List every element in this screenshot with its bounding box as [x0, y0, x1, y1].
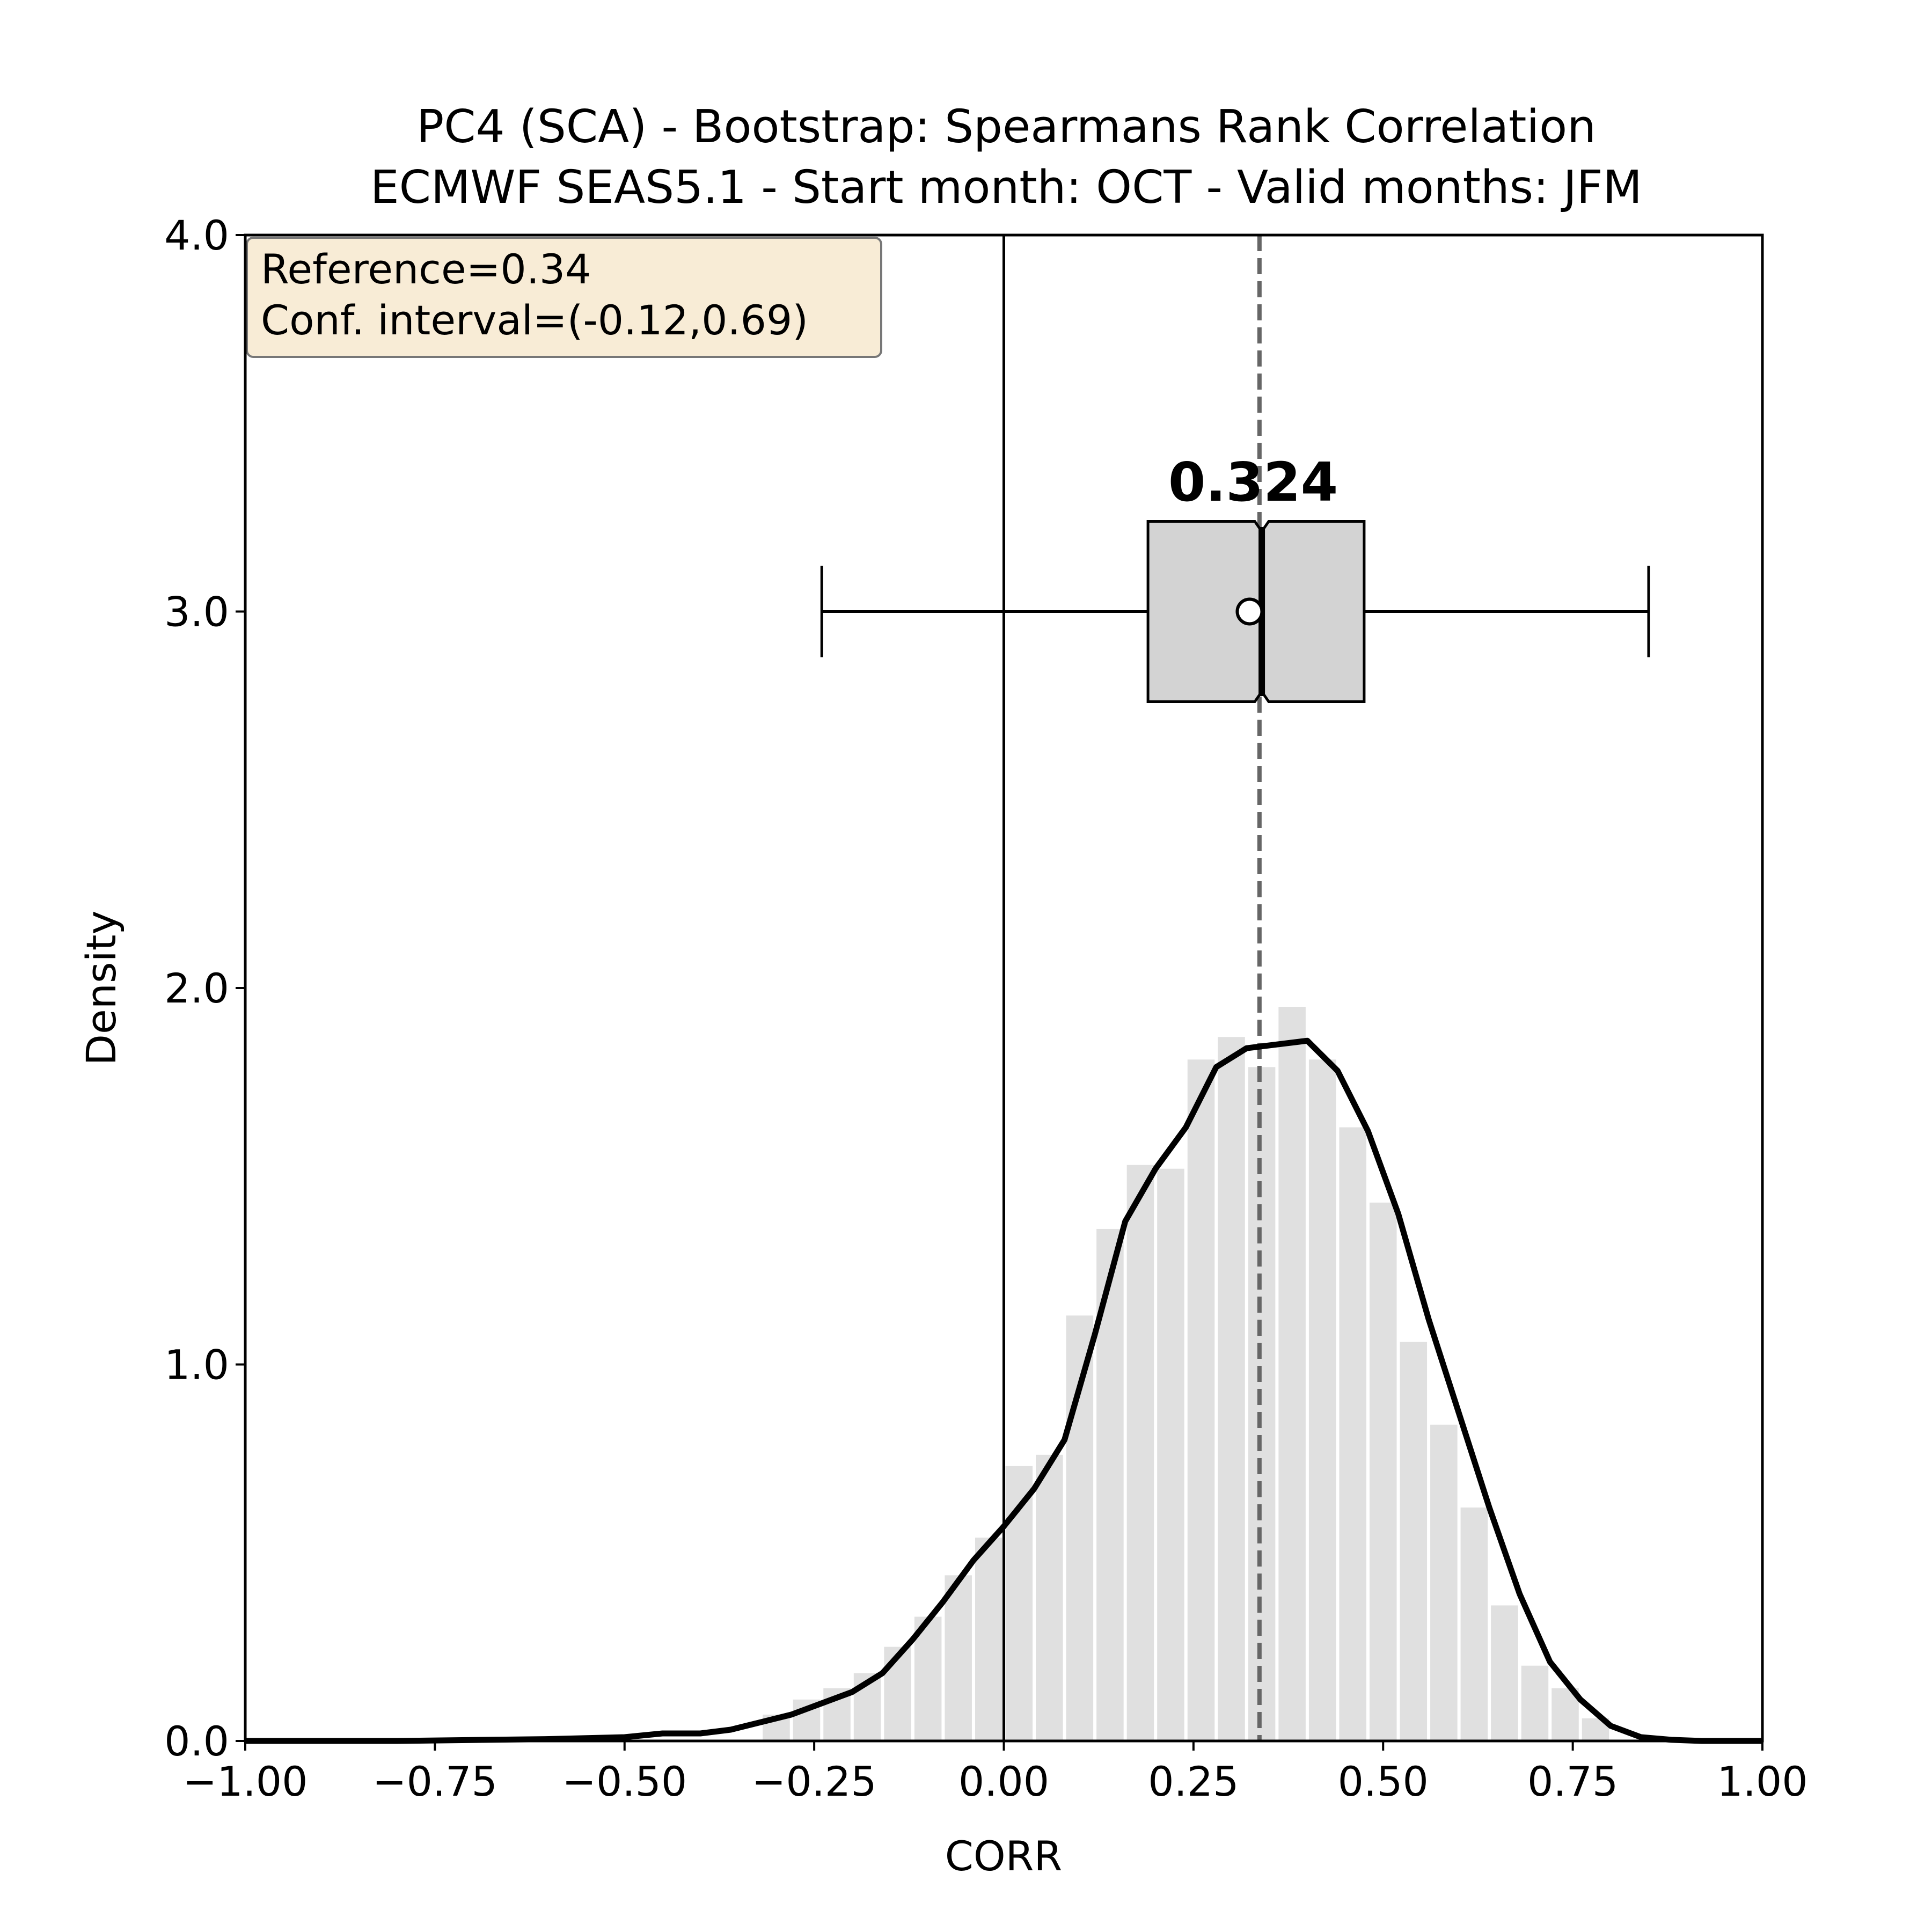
- x-tick-label: −0.25: [752, 1758, 877, 1805]
- x-axis: −1.00 −0.75 −0.50 −0.25 0.00 0.25 0.50 0.75 1.00: [183, 1741, 1808, 1805]
- x-tick-label: 0.75: [1527, 1758, 1618, 1805]
- x-tick-label: 0.00: [958, 1758, 1049, 1805]
- kde-curve-layer: [245, 1037, 1762, 1744]
- histogram-bar: [1552, 1688, 1579, 1741]
- histogram-bars: [763, 1007, 1609, 1741]
- histogram-bar: [1187, 1059, 1215, 1741]
- y-tick-label: 3.0: [164, 588, 229, 636]
- histogram-bar: [945, 1575, 972, 1741]
- histogram-bar: [1430, 1424, 1458, 1741]
- info-confidence-text: Conf. interval=(-0.12,0.69): [261, 296, 808, 344]
- y-tick-label: 1.0: [164, 1341, 229, 1389]
- y-tick-label: 2.0: [164, 964, 229, 1012]
- reference-lines: [1002, 235, 1262, 1741]
- histogram-bar: [1308, 1059, 1336, 1741]
- histogram-bar: [1491, 1605, 1518, 1741]
- histogram-bar: [1126, 1165, 1154, 1741]
- histogram-bar: [1036, 1454, 1063, 1741]
- histogram-bar: [975, 1538, 1002, 1741]
- x-tick-label: 0.50: [1338, 1758, 1429, 1805]
- histogram-bar: [1521, 1665, 1549, 1741]
- histogram-bar: [1278, 1007, 1306, 1741]
- histogram-bar: [1339, 1127, 1366, 1741]
- histogram-bar: [1369, 1202, 1397, 1741]
- median-value-label: 0.324: [1168, 451, 1338, 514]
- mean-marker: [1235, 597, 1264, 626]
- histogram-bar: [1218, 1037, 1245, 1741]
- chart-subtitle: ECMWF SEAS5.1 - Start month: OCT - Valid…: [370, 161, 1642, 214]
- x-tick-label: −1.00: [183, 1758, 308, 1805]
- x-tick-label: −0.50: [562, 1758, 687, 1805]
- y-axis: 0.0 1.0 2.0 3.0 4.0: [164, 211, 245, 1765]
- info-box-background: [246, 237, 882, 358]
- y-tick-label: 4.0: [164, 211, 229, 259]
- x-tick-label: −0.75: [372, 1758, 497, 1805]
- histogram-bar: [1400, 1342, 1428, 1741]
- histogram-bar: [884, 1646, 911, 1741]
- info-reference-text: Reference=0.34: [261, 245, 591, 293]
- info-box: Reference=0.34 Conf. interval=(-0.12,0.6…: [246, 237, 882, 358]
- histogram-bar: [1248, 1067, 1276, 1741]
- histogram-bar: [914, 1616, 942, 1741]
- x-tick-label: 1.00: [1717, 1758, 1807, 1805]
- histogram-bar: [1460, 1507, 1488, 1741]
- x-tick-label: 0.25: [1148, 1758, 1239, 1805]
- kde-curve: [245, 1037, 1762, 1744]
- y-axis-label: Density: [77, 911, 125, 1066]
- x-axis-label: CORR: [945, 1832, 1063, 1880]
- boxplot: [820, 520, 1650, 703]
- histogram-bar: [1157, 1168, 1184, 1741]
- chart-title: PC4 (SCA) - Bootstrap: Spearmans Rank Co…: [416, 100, 1596, 153]
- y-tick-label: 0.0: [164, 1717, 229, 1765]
